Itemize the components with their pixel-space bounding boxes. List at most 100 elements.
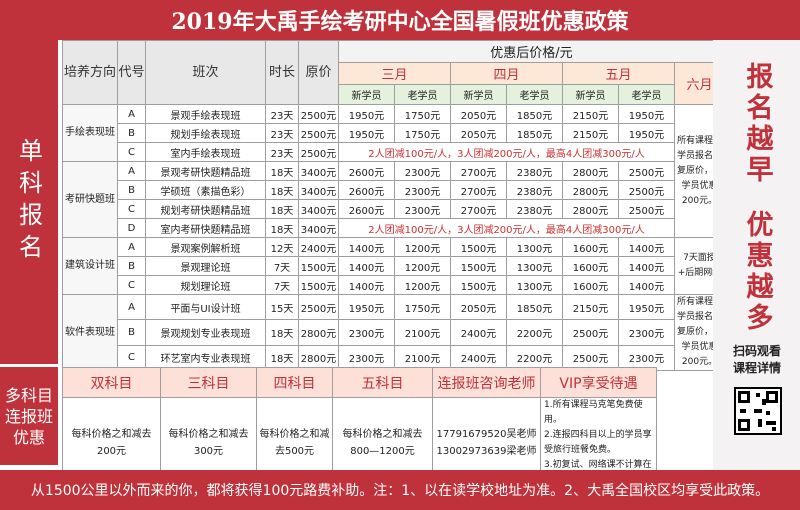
qr-code-icon[interactable] <box>734 387 782 435</box>
price-old-student: 1400元 <box>618 275 675 295</box>
price-new-student: 2050元 <box>450 104 507 124</box>
class-name: 景观考研快题精品班 <box>145 161 266 181</box>
price-old-student: 1850元 <box>506 123 563 143</box>
class-duration: 18天 <box>265 199 299 219</box>
class-name: 规划考研快题精品班 <box>145 199 266 219</box>
footer-note: 从1500公里以外而来的你，都将获得100元路费补助。注：1、以在读学校地址为准… <box>0 470 800 510</box>
single-subject-label: 单科报名 <box>0 40 58 364</box>
multi-header-vip: VIP享受待遇 <box>540 367 657 398</box>
class-price: 1500元 <box>298 275 339 295</box>
class-name: 景观理论班 <box>145 256 266 276</box>
price-new-student: 2050元 <box>450 123 507 143</box>
table-row: B 规划手绘表现班 23天 2500元 1950元 1750元 2050元 1850元 2150… <box>63 123 725 143</box>
group-name: 建筑设计班 <box>62 237 118 295</box>
price-old-student: 1200元 <box>394 237 451 257</box>
table-row: B 景观规划专业表现班 18天 2800元 2300元 2100元 2400元 2200元 25… <box>63 319 725 346</box>
price-new-student: 1400元 <box>338 237 395 257</box>
class-code: A <box>117 104 146 124</box>
header-price: 原价 <box>298 40 339 105</box>
class-code: B <box>117 123 146 143</box>
multi-header-four: 四科目 <box>256 367 333 398</box>
price-new-student: 1400元 <box>338 256 395 276</box>
table-row: 建筑设计班 A 景观案例解析班 12天 2400元 1400元 1200元 1500元 1300… <box>62 237 725 295</box>
header-direction: 培养方向 <box>62 40 118 105</box>
price-new-student: 2800元 <box>562 199 619 219</box>
vip-item: 1.所有课程马克笔免费使用。 <box>544 400 643 425</box>
class-price: 2500元 <box>298 104 339 124</box>
contact-liang: 13002973639梁老师 <box>436 446 537 457</box>
class-price: 1500元 <box>298 256 339 276</box>
price-new-student: 2600元 <box>338 199 395 219</box>
price-old-student: 1300元 <box>506 237 563 257</box>
class-name: 规划手绘表现班 <box>145 123 266 143</box>
price-new-student: 1400元 <box>338 275 395 295</box>
table-row: 考研快题班 A 景观考研快题精品班 18天 3400元 2600元 2300元 2700元 23… <box>62 161 725 238</box>
price-old-student: 1400元 <box>618 256 675 276</box>
class-price: 2800元 <box>298 319 339 346</box>
price-old-student: 1950元 <box>618 123 675 143</box>
price-old-student: 2200元 <box>506 319 563 346</box>
group-discount-promo: 2人团减100元/人，3人团减200元/人，最高4人团减300元/人 <box>338 218 675 238</box>
header-month-april: 四月 <box>450 62 563 85</box>
class-price: 3400元 <box>298 218 339 238</box>
multi-header-contact: 连报班咨询老师 <box>432 367 541 398</box>
header-class: 班次 <box>145 40 266 105</box>
scan-caption: 扫码观看 课程详情 <box>732 344 781 375</box>
price-old-student: 2300元 <box>618 319 675 346</box>
price-old-student: 2300元 <box>394 180 451 200</box>
price-new-student: 2700元 <box>450 180 507 200</box>
class-name: 学硕班（素描色彩） <box>145 180 266 200</box>
group-name: 手绘表现班 <box>62 104 118 162</box>
class-name: 景观手绘表现班 <box>145 104 266 124</box>
class-name: 平面与UI设计班 <box>145 293 266 321</box>
class-code: A <box>117 293 146 321</box>
class-duration: 18天 <box>265 161 299 181</box>
contact-wu: 17791679520吴老师 <box>436 429 537 440</box>
table-row: C 规划考研快题精品班 18天 3400元 2600元 2300元 2700元 2380元 28… <box>63 199 725 219</box>
price-new-student: 2500元 <box>562 319 619 346</box>
price-old-student: 2100元 <box>394 319 451 346</box>
price-old-student: 1200元 <box>394 256 451 276</box>
class-price: 2500元 <box>298 123 339 143</box>
multi-header-five: 五科目 <box>332 367 433 398</box>
price-new-student: 1950元 <box>338 293 395 321</box>
header-new-student: 新学员 <box>562 84 619 105</box>
price-new-student: 2800元 <box>562 180 619 200</box>
price-new-student: 2300元 <box>338 319 395 346</box>
price-new-student: 2700元 <box>450 161 507 181</box>
price-new-student: 1500元 <box>450 256 507 276</box>
class-price: 3400元 <box>298 199 339 219</box>
price-old-student: 2380元 <box>506 161 563 181</box>
price-old-student: 2300元 <box>394 199 451 219</box>
class-duration: 7天 <box>265 256 299 276</box>
table-row: 手绘表现班 A 景观手绘表现班 23天 2500元 1950元 1750元 2050元 1850… <box>62 104 725 238</box>
price-old-student: 1850元 <box>506 293 563 321</box>
price-new-student: 2150元 <box>562 293 619 321</box>
class-price: 3400元 <box>298 161 339 181</box>
price-new-student: 1500元 <box>450 275 507 295</box>
class-code: A <box>117 237 146 257</box>
class-name: 室内考研快题精品班 <box>145 218 266 238</box>
class-name: 景观规划专业表现班 <box>145 319 266 346</box>
price-old-student: 1950元 <box>618 293 675 321</box>
header-old-student: 老学员 <box>506 84 563 105</box>
table-row: B 学硕班（素描色彩） 18天 3400元 2600元 2300元 2700元 2380元 28… <box>63 180 725 200</box>
header-code: 代号 <box>117 40 146 105</box>
price-new-student: 2050元 <box>450 293 507 321</box>
class-duration: 23天 <box>265 142 299 162</box>
class-code: C <box>117 199 146 219</box>
price-new-student: 2400元 <box>450 344 507 372</box>
class-name: 规划理论班 <box>145 275 266 295</box>
header-new-student: 新学员 <box>338 84 395 105</box>
price-old-student: 1300元 <box>506 256 563 276</box>
class-name: 室内手绘表现班 <box>145 142 266 162</box>
class-duration: 12天 <box>265 237 299 257</box>
price-new-student: 2300元 <box>338 344 395 372</box>
price-new-student: 1950元 <box>338 123 395 143</box>
price-new-student: 2600元 <box>338 161 395 181</box>
price-new-student: 1600元 <box>562 237 619 257</box>
price-new-student: 2150元 <box>562 123 619 143</box>
price-old-student: 2380元 <box>506 180 563 200</box>
class-code: C <box>117 344 146 372</box>
class-duration: 23天 <box>265 123 299 143</box>
